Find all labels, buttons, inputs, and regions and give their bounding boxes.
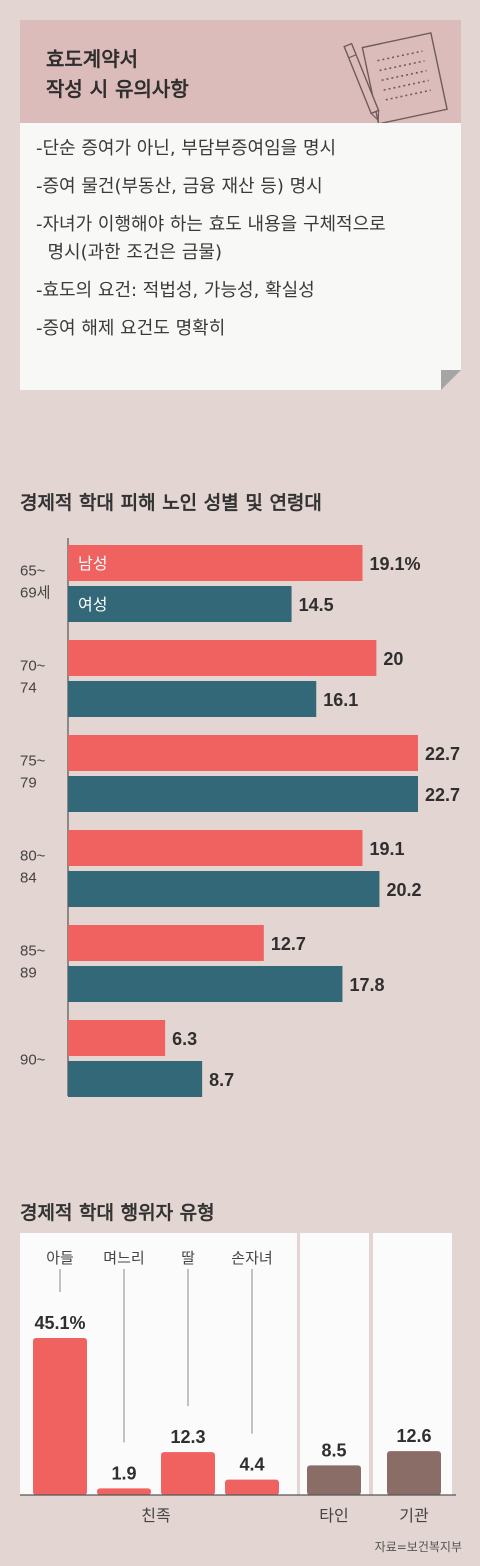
data-label: 22.7 (425, 785, 460, 805)
page-fold-corner (441, 370, 461, 390)
category-label: 65~ (20, 563, 46, 580)
data-label: 17.8 (349, 975, 384, 995)
group-label-institution: 기관 (399, 1507, 429, 1525)
bar-male (68, 640, 377, 676)
bar-female (68, 871, 380, 907)
category-label: 84 (20, 870, 37, 887)
bar-female (68, 681, 317, 717)
source-note: 자료=보건복지부 (374, 1540, 462, 1554)
card-title-line-2: 작성 시 유의사항 (46, 77, 189, 101)
data-label: 1.9 (111, 1463, 136, 1483)
group-label-other: 타인 (319, 1507, 348, 1525)
notice-card: 효도계약서 작성 시 유의사항 -단순 증여가 아닌, 부담부증 (20, 20, 461, 390)
category-label: 90~ (20, 1052, 46, 1069)
data-label: 14.5 (299, 595, 334, 615)
category-label: 75~ (20, 753, 46, 770)
bar-female (68, 966, 343, 1002)
age-gender-bar-chart: 65~ 69세 19.1% 남성 14.5 여성 70~ 74 20 16.1 75~ 79 22.7 2… (20, 538, 460, 1097)
data-label: 6.3 (172, 1029, 197, 1049)
bar-며느리 (97, 1488, 151, 1495)
data-label: 16.1 (323, 690, 358, 710)
category-label: 80~ (20, 848, 46, 865)
bar-기관 (387, 1451, 441, 1495)
bar-female (68, 586, 292, 622)
category-label: 며느리 (103, 1250, 144, 1267)
bar-손자녀 (225, 1479, 279, 1495)
tip-item: -자녀가 이행해야 하는 효도 내용을 구체적으로 (36, 214, 386, 235)
group-label-kin: 친족 (141, 1507, 170, 1525)
perpetrator-bar-chart: 아들 45.1% 며느리 1.9 딸 12.3 손자녀 4.4 8.5 12.6 친족 타인 기관 (20, 1233, 456, 1525)
category-label: 79 (20, 775, 37, 792)
data-label: 19.1 (369, 839, 404, 859)
tip-item: -단순 증여가 아닌, 부담부증여임을 명시 (36, 138, 337, 159)
data-label: 19.1% (369, 554, 420, 574)
category-label: 85~ (20, 943, 46, 960)
chart1-title: 경제적 학대 피해 노인 성별 및 연령대 (20, 492, 322, 514)
data-label: 12.3 (170, 1427, 205, 1447)
bar-female (68, 776, 418, 812)
bar-딸 (161, 1452, 215, 1495)
bar-타인 (307, 1465, 361, 1495)
chart2-title: 경제적 학대 행위자 유형 (20, 1202, 215, 1224)
bar-male (68, 1020, 166, 1056)
data-label: 12.7 (271, 934, 306, 954)
bar-male (68, 545, 363, 581)
bar-아들 (33, 1338, 87, 1495)
category-label: 69세 (20, 585, 51, 602)
data-label: 20 (383, 649, 403, 669)
category-label: 74 (20, 680, 37, 697)
data-label: 4.4 (239, 1455, 264, 1475)
card-header: 효도계약서 작성 시 유의사항 (20, 20, 461, 123)
data-label: 8.7 (209, 1070, 234, 1090)
tip-item: -증여 해제 요건도 명확히 (36, 318, 226, 339)
tip-item: -증여 물건(부동산, 금융 재산 등) 명시 (36, 176, 323, 197)
card-title-line-1: 효도계약서 (46, 47, 138, 71)
data-label: 20.2 (386, 880, 421, 900)
data-label: 45.1% (34, 1313, 85, 1333)
bar-male (68, 735, 418, 771)
category-label: 89 (20, 965, 37, 982)
tips-list: -단순 증여가 아닌, 부담부증여임을 명시 -증여 물건(부동산, 금융 재산… (36, 135, 456, 353)
bar-male (68, 830, 363, 866)
tip-item: -효도의 요건: 적법성, 가능성, 확실성 (36, 280, 315, 301)
bar-female (68, 1061, 203, 1097)
data-label: 22.7 (425, 744, 460, 764)
memo-pencil-icon (343, 32, 448, 123)
legend-label-male: 남성 (78, 555, 107, 573)
category-label: 아들 (46, 1250, 74, 1267)
data-label: 12.6 (396, 1426, 431, 1446)
category-label: 딸 (181, 1250, 195, 1267)
tip-item-continued: 명시(과한 조건은 금물) (36, 242, 222, 263)
legend-label-female: 여성 (78, 596, 107, 614)
bar-male (68, 925, 264, 961)
category-label: 70~ (20, 658, 46, 675)
data-label: 8.5 (321, 1440, 346, 1460)
card-title: 효도계약서 작성 시 유의사항 (46, 44, 189, 104)
category-label: 손자녀 (231, 1250, 272, 1267)
other-panel (300, 1233, 369, 1495)
